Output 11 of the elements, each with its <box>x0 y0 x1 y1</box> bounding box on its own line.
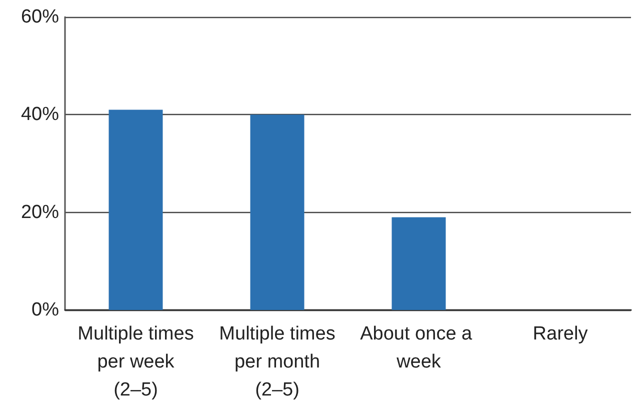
bar <box>250 114 304 310</box>
x-tick-label: Multiple times per month (2–5) <box>219 324 336 400</box>
bar <box>392 217 446 310</box>
bar <box>108 110 163 310</box>
x-tick-label: Multiple times per week (2–5) <box>78 324 194 400</box>
y-tick-label: 0% <box>32 300 60 320</box>
x-tick-label: Rarely <box>532 324 588 344</box>
y-tick-label: 60% <box>20 6 60 28</box>
y-tick-label: 20% <box>20 202 60 223</box>
y-tick-label: 40% <box>20 104 60 126</box>
x-tick-label: About once a week <box>360 324 478 372</box>
